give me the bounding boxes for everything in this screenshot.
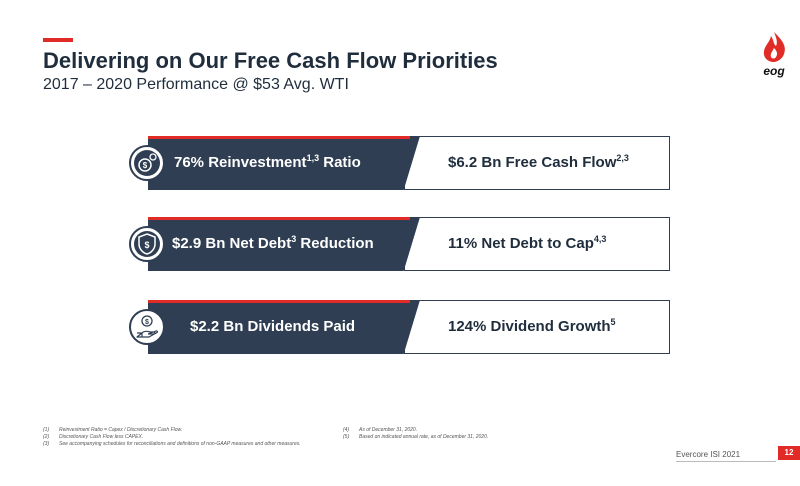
metric-left-panel [148, 300, 420, 354]
svg-text:$: $ [144, 240, 149, 250]
metric-right-text: 11% Net Debt to Cap4,3 [448, 234, 607, 253]
metric-left-text: $2.2 Bn Dividends Paid [190, 318, 356, 335]
metric-red-accent [148, 217, 410, 220]
gear-dollar-icon: $ [129, 145, 165, 181]
metric-left-panel [148, 136, 420, 190]
eog-logo: eog [754, 30, 794, 78]
footnote: (2) Discretionary Cash Flow less CAPEX. [43, 434, 144, 440]
metric-right-panel [404, 300, 670, 354]
hand-coin-icon: $ [129, 309, 165, 345]
metric-right-panel [404, 217, 670, 271]
flame-icon [763, 32, 785, 62]
svg-text:$: $ [143, 161, 148, 170]
svg-text:$: $ [145, 319, 149, 326]
logo-wordmark: eog [763, 64, 785, 78]
footer-event-label: Evercore ISI 2021 [676, 450, 741, 459]
metric-row-net-debt: $2.9 Bn Net Debt3 Reduction 11% Net Debt… [148, 217, 670, 271]
footnotes-left: (1) Reinvestment Ratio = Capex / Discreti… [43, 427, 328, 448]
footnote: (3) See accompanying schedules for reconc… [43, 441, 301, 447]
page-subtitle: 2017 – 2020 Performance @ $53 Avg. WTI [43, 76, 349, 93]
metric-right-panel [404, 136, 670, 190]
footnote: (5) Based on indicated annual rate, as of… [343, 434, 489, 440]
title-accent-bar [43, 38, 73, 42]
footer-divider [676, 461, 776, 462]
page-title: Delivering on Our Free Cash Flow Priorit… [43, 48, 498, 73]
metric-right-text: 124% Dividend Growth5 [448, 317, 616, 336]
footnotes-right: (4) As of December 31, 2020. (5) Based on … [343, 427, 563, 441]
page-number: 12 [778, 446, 800, 460]
metric-row-dividends: $2.2 Bn Dividends Paid 124% Dividend Gro… [148, 300, 670, 354]
metric-left-text: 76% Reinvestment1,3 Ratio [174, 153, 361, 172]
metric-row-reinvestment: 76% Reinvestment1,3 Ratio $6.2 Bn Free C… [148, 136, 670, 190]
shield-dollar-icon: $ [129, 226, 165, 262]
metric-right-text: $6.2 Bn Free Cash Flow2,3 [448, 153, 629, 172]
footnote: (4) As of December 31, 2020. [343, 427, 418, 433]
metric-left-text: $2.9 Bn Net Debt3 Reduction [172, 234, 374, 253]
metric-red-accent [148, 136, 410, 139]
metric-left-panel [148, 217, 420, 271]
metric-red-accent [148, 300, 410, 303]
footnote: (1) Reinvestment Ratio = Capex / Discreti… [43, 427, 183, 433]
